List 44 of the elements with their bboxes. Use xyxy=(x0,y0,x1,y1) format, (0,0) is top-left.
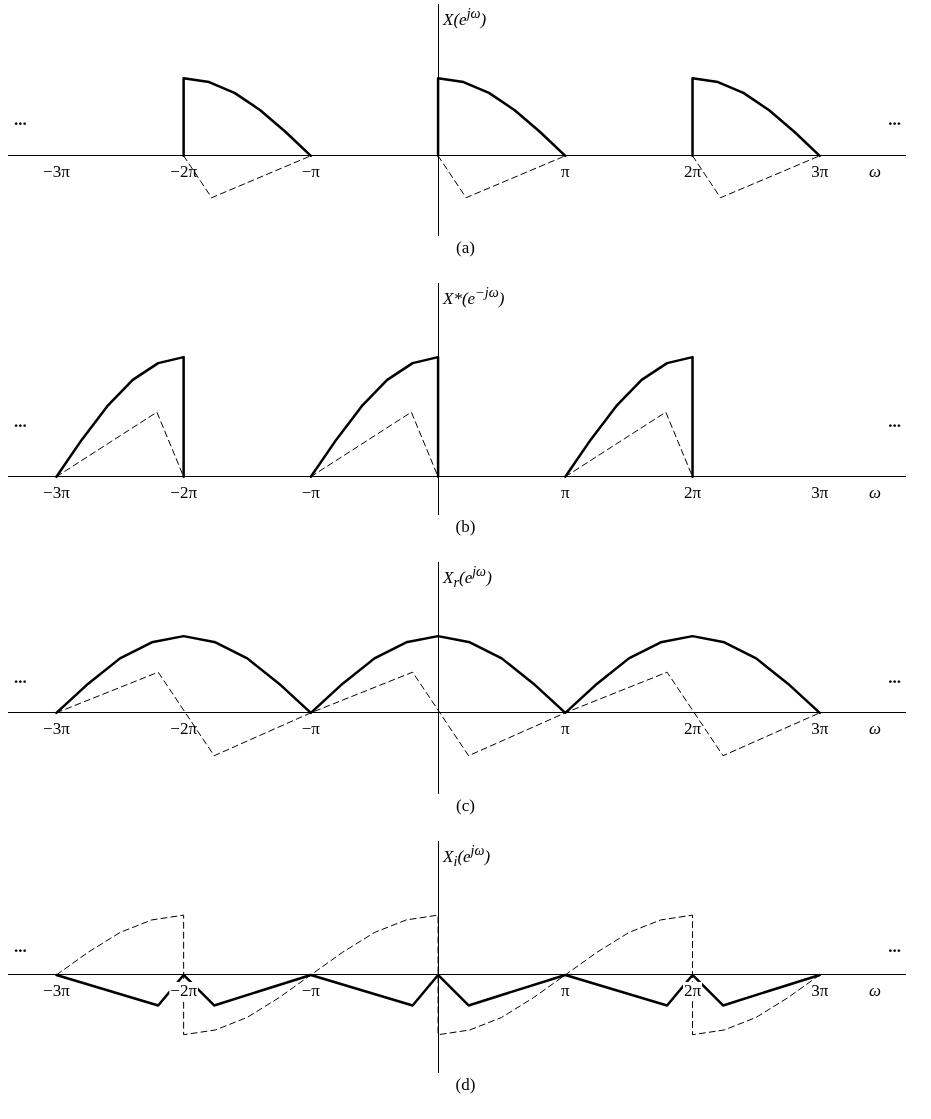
text: (a) xyxy=(455,238,476,258)
x-tick-label: −3π xyxy=(43,482,71,502)
x-tick-label: 2π xyxy=(683,482,702,502)
y-axis-title: X*(e$^{−jω}$) xyxy=(443,284,505,308)
x-axis-title: ω xyxy=(868,980,882,1000)
x-tick-label: −2π xyxy=(170,980,198,1000)
x-tick-label: π xyxy=(561,161,570,181)
x-tick-label: −3π xyxy=(43,718,71,738)
x-axis-title: ω xyxy=(868,161,882,181)
x-tick-label: 2π xyxy=(683,161,702,181)
annotation: ... xyxy=(14,110,27,130)
annotation: ... xyxy=(14,412,27,432)
y-axis-title: X$_{r}$(e$^{jω}$) xyxy=(443,563,492,591)
annotation: ... xyxy=(888,667,901,687)
text: (b) xyxy=(454,517,477,537)
x-tick-label: −π xyxy=(301,718,321,738)
x-tick-label: π xyxy=(561,980,570,1000)
x-tick-label: π xyxy=(561,482,570,502)
x-axis-title: ω xyxy=(868,718,882,738)
x-tick-label: −π xyxy=(301,980,321,1000)
x-tick-label: 3π xyxy=(811,980,829,1000)
x-tick-label: −2π xyxy=(170,718,198,738)
annotation: ... xyxy=(888,110,901,130)
annotation: ... xyxy=(14,937,27,957)
x-tick-label: −3π xyxy=(43,161,71,181)
text: (c) xyxy=(455,796,476,816)
y-axis-title: X(e$^{jω}$) xyxy=(443,5,487,29)
x-tick-label: 2π xyxy=(683,718,702,738)
x-axis-title: ω xyxy=(868,482,882,502)
x-tick-label: 3π xyxy=(811,718,829,738)
annotation: ... xyxy=(888,412,901,432)
x-tick-label: 3π xyxy=(811,482,829,502)
text: (d) xyxy=(454,1075,477,1095)
x-tick-label: −3π xyxy=(43,980,71,1000)
x-tick-label: −2π xyxy=(170,161,198,181)
x-tick-label: −2π xyxy=(170,482,198,502)
y-axis-title: X$_{i}$(e$^{jω}$) xyxy=(443,842,491,870)
annotation: ... xyxy=(888,937,901,957)
x-tick-label: −π xyxy=(301,161,321,181)
x-tick-label: 3π xyxy=(811,161,829,181)
x-tick-label: π xyxy=(561,718,570,738)
x-tick-label: 2π xyxy=(683,980,702,1000)
annotation: ... xyxy=(14,667,27,687)
x-tick-label: −π xyxy=(301,482,321,502)
